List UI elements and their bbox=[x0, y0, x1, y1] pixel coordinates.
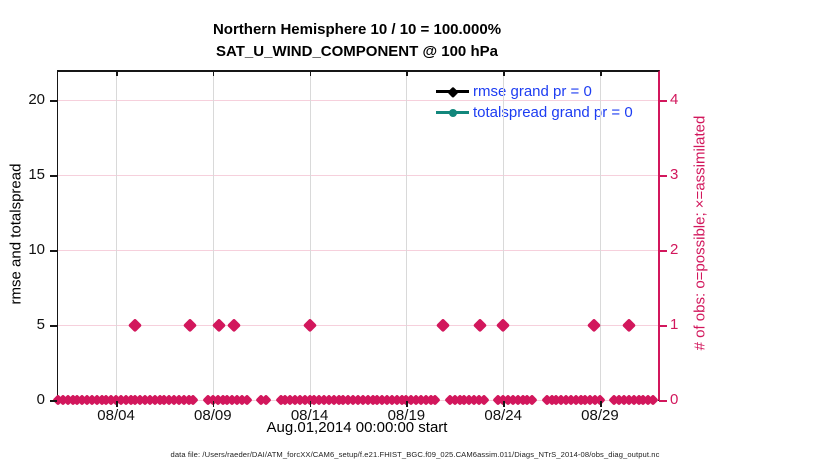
obs-count-marker bbox=[622, 318, 636, 332]
gridline-horizontal bbox=[58, 175, 658, 177]
obs-count-marker bbox=[473, 318, 487, 332]
x-axis-tick-label: 08/09 bbox=[194, 407, 232, 424]
right-axis-tick-label: 2 bbox=[670, 241, 679, 259]
right-axis-tick bbox=[659, 250, 667, 253]
gridline-horizontal bbox=[58, 325, 658, 326]
legend-item-totalspread: totalspread grand pr = 0 bbox=[436, 102, 633, 123]
right-axis-tick bbox=[659, 175, 667, 178]
x-axis-tick-label: 08/29 bbox=[581, 407, 619, 424]
left-axis-tick-label: 20 bbox=[28, 91, 45, 109]
gridline-vertical bbox=[503, 72, 505, 400]
obs-count-marker bbox=[211, 318, 226, 332]
left-axis-tick bbox=[50, 250, 57, 252]
top-axis-tick bbox=[503, 72, 505, 76]
top-axis-tick bbox=[309, 72, 312, 76]
left-axis-tick-label: 10 bbox=[28, 241, 45, 259]
legend: rmse grand pr = 0 totalspread grand pr =… bbox=[436, 81, 633, 123]
left-axis-tick-label: 5 bbox=[36, 316, 45, 333]
x-axis-tick-label: 08/04 bbox=[97, 407, 135, 424]
left-axis-tick-label: 0 bbox=[36, 391, 45, 408]
bottom-axis-tick bbox=[309, 401, 312, 407]
legend-label-rmse: rmse grand pr = 0 bbox=[473, 83, 592, 100]
obs-count-marker bbox=[496, 318, 510, 332]
gridline-horizontal bbox=[58, 100, 658, 102]
left-axis-tick bbox=[50, 100, 57, 102]
right-axis-tick-label: 1 bbox=[670, 316, 679, 333]
right-y-axis-label: # of obs: o=possible; ×=assimilated bbox=[691, 115, 709, 351]
gridline-horizontal bbox=[58, 250, 658, 252]
obs-count-marker bbox=[182, 318, 197, 332]
rmse-diamond-icon bbox=[447, 86, 458, 97]
bottom-axis-tick bbox=[599, 401, 602, 407]
left-y-axis-label: rmse and totalspread bbox=[7, 163, 25, 305]
x-axis-label: Aug.01,2014 00:00:00 start bbox=[266, 419, 448, 436]
totalspread-circle-icon bbox=[448, 108, 457, 117]
gridline-vertical bbox=[599, 72, 601, 400]
totalspread-line-sample bbox=[436, 108, 469, 117]
chart-title: Northern Hemisphere 10 / 10 = 100.000% S… bbox=[57, 19, 657, 63]
legend-label-totalspread: totalspread grand pr = 0 bbox=[473, 104, 633, 121]
gridline-vertical bbox=[116, 72, 118, 400]
gridline-vertical bbox=[212, 72, 214, 400]
obs-count-marker bbox=[587, 318, 601, 332]
left-axis-tick bbox=[50, 400, 57, 402]
chart-title-line1: Northern Hemisphere 10 / 10 = 100.000% bbox=[212, 21, 502, 38]
right-axis-tick-label: 0 bbox=[670, 391, 679, 408]
bottom-axis-tick bbox=[503, 401, 505, 407]
data-file-footnote: data file: /Users/raeder/DAI/ATM_forcXX/… bbox=[170, 450, 660, 459]
obs-count-marker bbox=[436, 318, 450, 332]
x-axis-tick-label: 08/24 bbox=[484, 407, 522, 424]
bottom-axis-tick bbox=[212, 401, 215, 407]
obs-count-marker bbox=[227, 318, 241, 332]
right-axis-tick bbox=[659, 400, 667, 402]
obs-count-marker bbox=[302, 318, 317, 332]
top-axis-tick bbox=[116, 72, 118, 76]
chart-title-line2: SAT_U_WIND_COMPONENT @ 100 hPa bbox=[216, 43, 498, 60]
right-axis-tick-label: 4 bbox=[670, 91, 679, 109]
gridline-vertical bbox=[406, 72, 408, 400]
top-axis-tick bbox=[212, 72, 215, 76]
bottom-axis-tick bbox=[116, 401, 118, 407]
left-axis-tick bbox=[50, 175, 57, 177]
left-axis-tick bbox=[50, 325, 57, 327]
x-axis-tick-label: 08/19 bbox=[387, 407, 426, 424]
left-axis-tick-label: 15 bbox=[28, 166, 45, 184]
gridline-vertical bbox=[309, 72, 311, 400]
legend-item-rmse: rmse grand pr = 0 bbox=[436, 81, 633, 102]
right-axis-tick bbox=[659, 325, 667, 327]
obs-count-marker bbox=[128, 318, 143, 332]
bottom-axis-tick bbox=[406, 401, 408, 407]
top-axis-tick bbox=[599, 72, 602, 76]
right-axis-tick bbox=[659, 100, 667, 103]
rmse-line-sample bbox=[436, 86, 469, 97]
right-axis-tick-label: 3 bbox=[670, 166, 679, 184]
x-axis-tick-label: 08/14 bbox=[290, 407, 329, 424]
top-axis-tick bbox=[406, 72, 408, 76]
plot-area: rmse grand pr = 0 totalspread grand pr =… bbox=[52, 70, 660, 406]
